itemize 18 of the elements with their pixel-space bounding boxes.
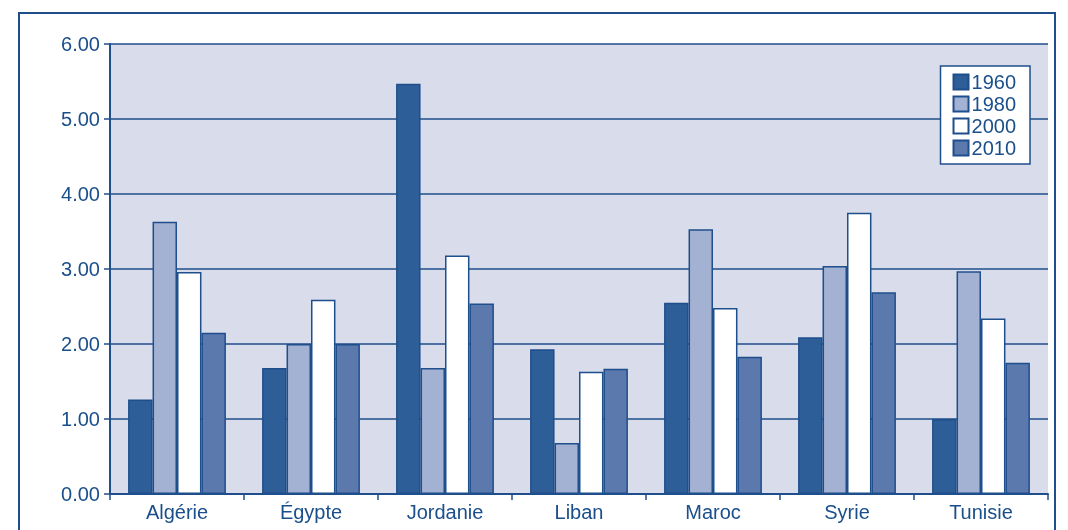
x-tick-label: Syrie: [824, 501, 870, 523]
y-tick-label: 6.00: [61, 33, 100, 55]
x-tick-label: Jordanie: [406, 501, 484, 523]
y-tick-label: 2.00: [61, 333, 100, 355]
y-tick-label: 1.00: [61, 408, 100, 430]
legend-label: 1980: [971, 93, 1017, 115]
y-tick-label: 3.00: [61, 258, 100, 280]
legend-label: 1960: [971, 71, 1017, 93]
legend-label: 2010: [971, 137, 1017, 159]
x-tick-label: Maroc: [685, 501, 741, 523]
y-tick-label: 4.00: [61, 183, 100, 205]
y-tick-label: 0.00: [61, 483, 100, 505]
x-tick-label: Tunisie: [949, 501, 1013, 523]
y-tick-label: 5.00: [61, 108, 100, 130]
legend-label: 2000: [971, 115, 1017, 137]
x-tick-label: Égypte: [279, 501, 343, 523]
x-tick-label: Algérie: [145, 501, 209, 523]
x-tick-label: Liban: [554, 501, 604, 523]
